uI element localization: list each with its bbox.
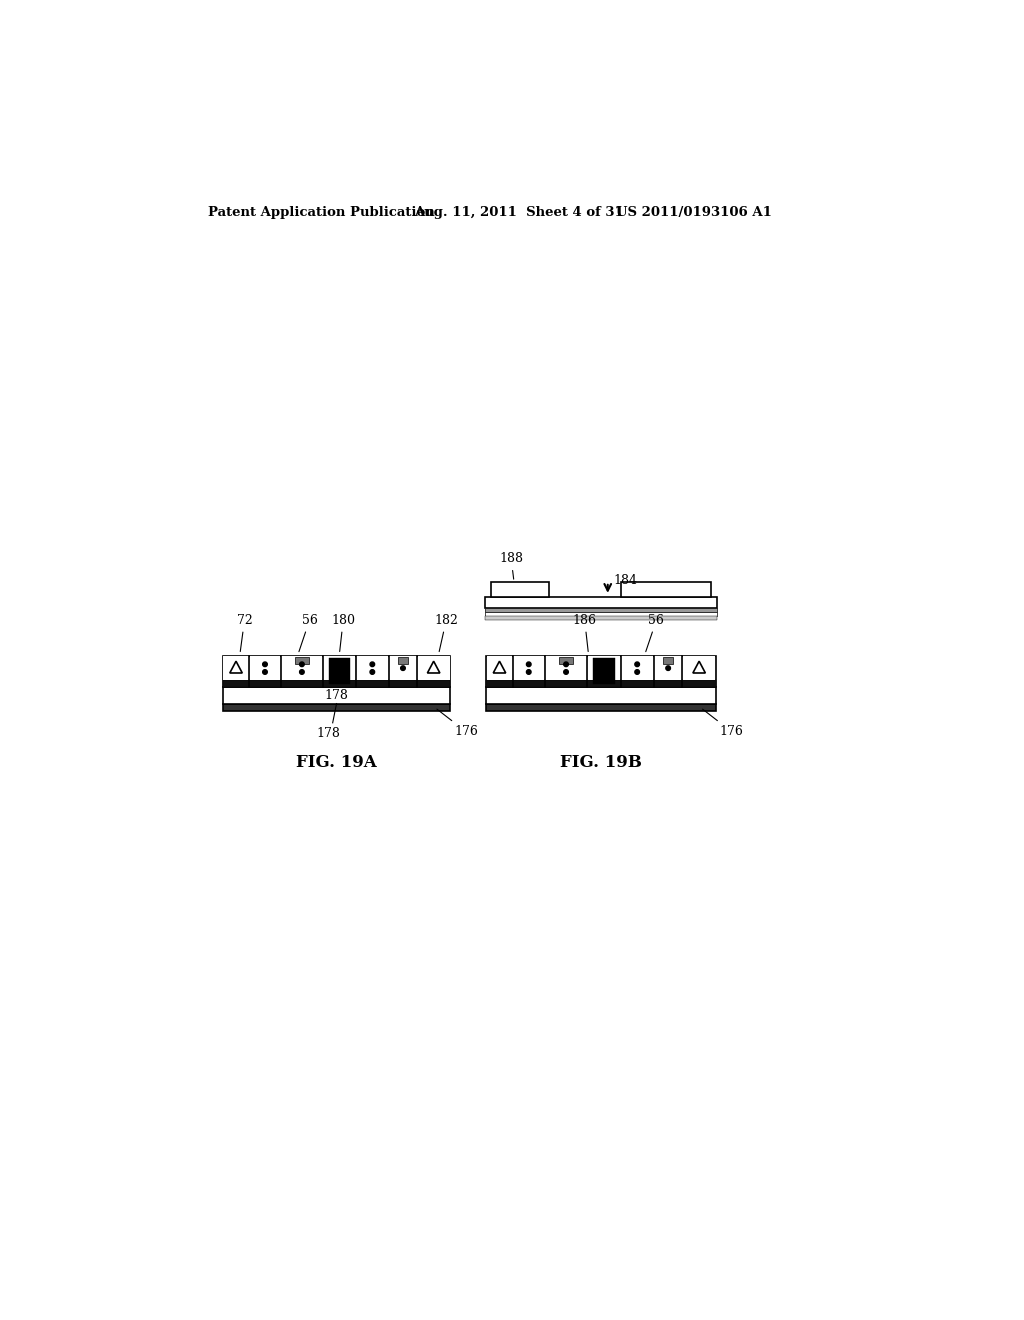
Bar xyxy=(621,582,711,598)
Bar xyxy=(486,681,716,686)
Bar xyxy=(223,681,451,686)
Text: Aug. 11, 2011  Sheet 4 of 31: Aug. 11, 2011 Sheet 4 of 31 xyxy=(414,206,624,219)
Text: 188: 188 xyxy=(499,552,523,579)
Bar xyxy=(486,656,716,686)
Bar xyxy=(223,686,451,704)
Text: US 2011/0193106 A1: US 2011/0193106 A1 xyxy=(615,206,771,219)
Circle shape xyxy=(564,669,568,675)
Bar xyxy=(250,656,281,681)
Bar xyxy=(490,582,549,598)
Text: 182: 182 xyxy=(434,614,458,652)
Circle shape xyxy=(263,663,267,667)
Text: FIG. 19A: FIG. 19A xyxy=(296,754,377,771)
Bar xyxy=(356,656,388,681)
Bar xyxy=(484,615,717,619)
Bar xyxy=(664,656,673,664)
Text: FIG. 19B: FIG. 19B xyxy=(560,754,642,771)
Bar xyxy=(621,656,653,681)
Text: 178: 178 xyxy=(325,689,348,702)
Bar xyxy=(223,656,249,681)
Text: 184: 184 xyxy=(613,574,637,587)
Circle shape xyxy=(666,665,671,671)
Bar xyxy=(559,656,573,664)
Bar xyxy=(486,686,716,704)
Circle shape xyxy=(635,669,639,675)
Text: 176: 176 xyxy=(702,709,743,738)
Bar xyxy=(329,659,350,684)
Bar xyxy=(398,656,408,664)
Circle shape xyxy=(370,663,375,667)
Bar xyxy=(295,656,309,664)
Bar xyxy=(223,656,451,686)
Bar xyxy=(545,656,587,681)
Bar xyxy=(484,612,717,615)
Bar xyxy=(484,598,717,609)
Circle shape xyxy=(400,665,406,671)
Bar xyxy=(513,656,545,681)
Bar xyxy=(486,656,512,681)
Bar xyxy=(593,659,614,684)
Circle shape xyxy=(300,669,304,675)
Text: 186: 186 xyxy=(572,614,597,652)
Text: 72: 72 xyxy=(237,614,252,652)
Bar xyxy=(654,656,682,681)
Text: Patent Application Publication: Patent Application Publication xyxy=(208,206,434,219)
Bar xyxy=(324,656,355,681)
Bar xyxy=(418,656,450,681)
Circle shape xyxy=(635,663,639,667)
Circle shape xyxy=(263,669,267,675)
Circle shape xyxy=(300,663,304,667)
Circle shape xyxy=(526,663,531,667)
Bar xyxy=(223,704,451,711)
Text: 56: 56 xyxy=(646,614,665,652)
Text: 180: 180 xyxy=(331,614,355,652)
Text: 178: 178 xyxy=(316,726,341,739)
Bar xyxy=(389,656,417,681)
Bar xyxy=(588,656,621,681)
Bar xyxy=(683,656,716,681)
Circle shape xyxy=(564,663,568,667)
Circle shape xyxy=(526,669,531,675)
Circle shape xyxy=(370,669,375,675)
Text: 56: 56 xyxy=(299,614,317,652)
Bar xyxy=(486,704,716,711)
Bar xyxy=(282,656,323,681)
Bar xyxy=(484,609,717,612)
Text: 176: 176 xyxy=(437,709,478,738)
